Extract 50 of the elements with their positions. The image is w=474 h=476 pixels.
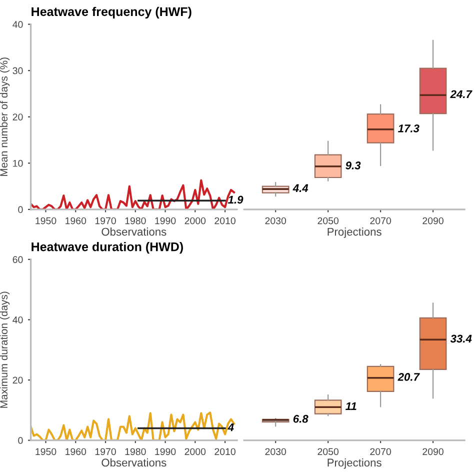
annotation: 11 bbox=[346, 402, 356, 410]
y-tick-label: 20 bbox=[12, 114, 23, 120]
annotation: 9.3 bbox=[346, 162, 361, 170]
y-tick-label: 0 bbox=[18, 206, 23, 214]
annotation: 6.8 bbox=[293, 414, 308, 423]
y-tick-label: 40 bbox=[12, 21, 23, 28]
annotation: 4 bbox=[228, 423, 234, 432]
x-tick-label: 2050 bbox=[318, 217, 339, 224]
x-axis-title: Projections bbox=[328, 228, 382, 238]
y-tick-label: 20 bbox=[12, 376, 23, 384]
x-tick-label: 2090 bbox=[422, 217, 444, 224]
x-tick-label: 1990 bbox=[155, 217, 176, 224]
annotation: 24.7 bbox=[450, 90, 472, 98]
annotation: 4.4 bbox=[292, 184, 308, 192]
x-tick-label: 2090 bbox=[422, 448, 444, 456]
x-tick-label: 1970 bbox=[95, 217, 116, 224]
x-tick-label: 1980 bbox=[125, 448, 146, 456]
x-tick-label: 2000 bbox=[184, 448, 206, 456]
y-tick-label: 60 bbox=[12, 256, 23, 264]
x-tick-label: 2050 bbox=[318, 448, 339, 456]
x-axis-title: Observations bbox=[102, 228, 166, 236]
x-tick-label: 2070 bbox=[370, 217, 391, 224]
y-tick-label: 40 bbox=[12, 316, 23, 324]
y-axis-title: Mean number of days (%) bbox=[0, 58, 10, 176]
x-tick-label: 1980 bbox=[125, 217, 146, 224]
annotation: 1.9 bbox=[228, 196, 244, 204]
x-axis-title: Projections bbox=[328, 458, 382, 469]
x-tick-label: 1970 bbox=[95, 448, 116, 456]
x-tick-label: 2030 bbox=[265, 448, 286, 456]
x-axis-title: Observations bbox=[102, 458, 166, 467]
chart-title: Heatwave frequency (HWF) bbox=[32, 6, 192, 19]
y-tick-label: 30 bbox=[12, 67, 23, 74]
y-tick-label: 0 bbox=[18, 437, 23, 444]
annotation: 33.4 bbox=[450, 334, 472, 343]
x-tick-label: 2010 bbox=[214, 217, 236, 224]
x-tick-label: 2030 bbox=[265, 217, 286, 224]
chart-title: Heatwave duration (HWD) bbox=[32, 242, 183, 254]
x-tick-label: 1960 bbox=[66, 448, 86, 456]
x-tick-label: 1950 bbox=[36, 217, 56, 224]
y-axis-title: Maximum duration (days) bbox=[0, 292, 10, 408]
x-tick-label: 1960 bbox=[66, 217, 86, 224]
x-tick-label: 2070 bbox=[370, 448, 391, 456]
x-tick-label: 1950 bbox=[36, 448, 56, 456]
annotation: 17.3 bbox=[398, 124, 420, 132]
x-tick-label: 1990 bbox=[155, 448, 176, 456]
x-tick-label: 2000 bbox=[184, 217, 206, 224]
line-series bbox=[30, 412, 236, 440]
y-tick-label: 10 bbox=[13, 160, 23, 167]
x-tick-label: 2010 bbox=[214, 448, 236, 456]
annotation: 20.7 bbox=[398, 373, 420, 381]
